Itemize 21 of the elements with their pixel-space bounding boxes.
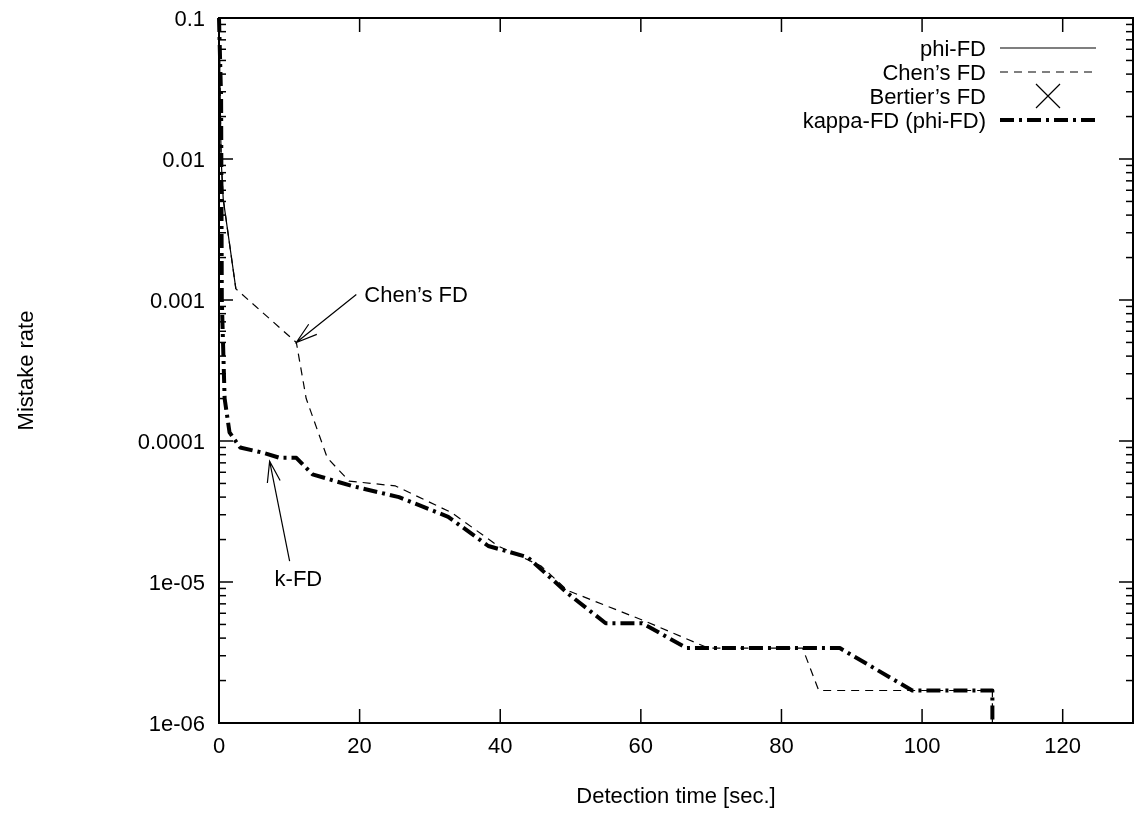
x-tick-label: 120 [1044, 733, 1082, 758]
y-axis-title: Mistake rate [13, 310, 38, 431]
legend-label: kappa-FD (phi-FD) [802, 108, 986, 133]
x-tick-label: 80 [769, 733, 794, 758]
x-tick-label: 60 [628, 733, 654, 758]
x-axis-title: Detection time [sec.] [576, 783, 776, 808]
annotation: k-FD [274, 566, 323, 592]
y-tick-label: 0.0001 [137, 429, 205, 454]
y-tick-label: 1e-06 [148, 711, 205, 736]
y-tick-label: 0.1 [174, 6, 205, 31]
y-tick-label: 0.01 [162, 147, 205, 172]
y-tick-label: 0.001 [149, 288, 205, 313]
x-tick-label: 0 [212, 733, 226, 758]
y-tick-label: 1e-05 [148, 570, 205, 595]
x-tick-label: 20 [347, 733, 372, 758]
annotation: Chen’s FD [364, 282, 468, 308]
legend-label: Bertier’s FD [869, 84, 986, 109]
legend-label: Chen’s FD [882, 60, 986, 85]
x-tick-label: 100 [903, 733, 941, 758]
legend-label: phi-FD [919, 36, 986, 61]
x-tick-label: 40 [487, 733, 513, 758]
